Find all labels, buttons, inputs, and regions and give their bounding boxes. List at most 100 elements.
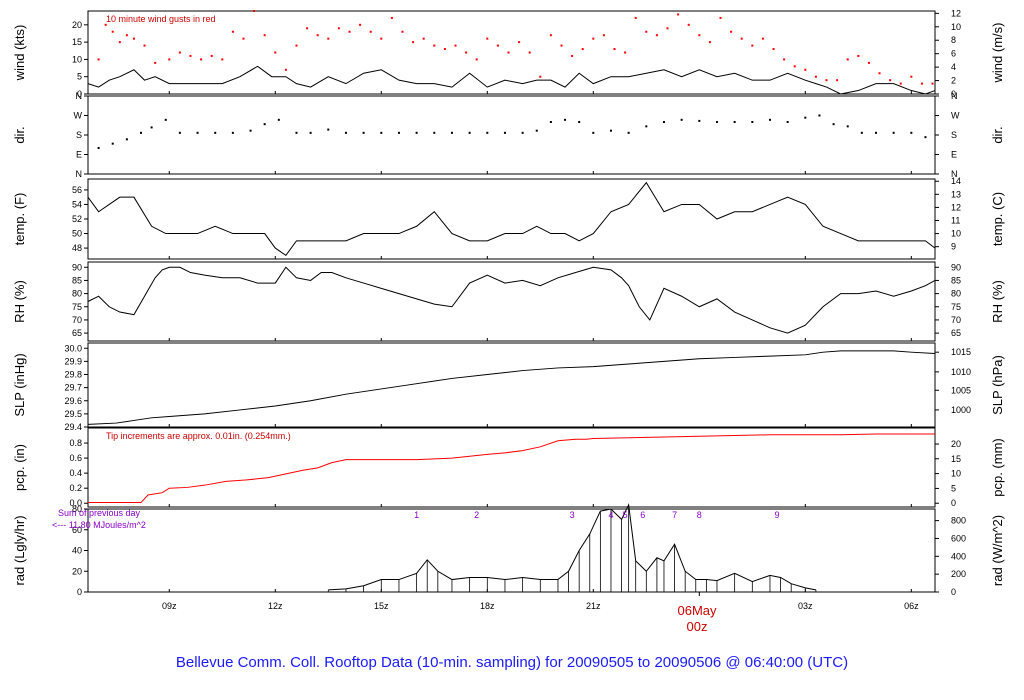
gust-point xyxy=(132,37,135,40)
ylabel-left-dir: dir. xyxy=(12,126,27,143)
ytick-label-right-pcp: 15 xyxy=(951,454,961,464)
gust-point xyxy=(154,61,157,64)
data-point-dir xyxy=(178,131,181,134)
data-point-dir xyxy=(818,114,821,117)
chart-title: Bellevue Comm. Coll. Rooftop Data (10-mi… xyxy=(176,654,848,671)
panel-temp: temp. (F) temp. (C) 48 50 52 54 56 9 10 11 12 13 14 xyxy=(12,176,1005,260)
data-point-dir xyxy=(715,121,718,123)
data-point-dir xyxy=(231,131,234,134)
gust-point xyxy=(602,34,605,37)
data-point-dir xyxy=(609,129,612,132)
gust-point xyxy=(475,58,478,61)
ytick-label-left-rh: 90 xyxy=(72,262,82,272)
ylabel-right-pcp: pcp. (mm) xyxy=(990,438,1005,497)
data-point-dir xyxy=(892,131,895,134)
ytick-label-left-dir: S xyxy=(76,130,82,140)
data-point-dir xyxy=(846,125,849,128)
gust-point xyxy=(507,51,510,54)
gust-point xyxy=(125,34,128,37)
data-point-dir xyxy=(645,125,648,128)
gust-point xyxy=(740,37,743,40)
data-point-dir xyxy=(662,121,665,123)
marker-label: 1 xyxy=(414,510,419,520)
data-point-dir xyxy=(415,131,418,134)
data-point-dir xyxy=(277,118,280,121)
marker-label: 6 xyxy=(640,510,645,520)
data-point-dir xyxy=(164,118,167,121)
series-line-temp xyxy=(87,181,936,257)
panel-frame-rh xyxy=(87,261,936,342)
ytick-label-left-dir: E xyxy=(76,150,82,160)
xtick-label: 12z xyxy=(268,601,283,611)
series-line-wind xyxy=(87,65,936,95)
gust-point xyxy=(761,37,764,40)
ytick-label-left-temp: 52 xyxy=(72,214,82,224)
ytick-label-right-slp: 1015 xyxy=(951,347,971,357)
ytick-label-left-temp: 50 xyxy=(72,229,82,239)
ytick-label-right-wind: 8 xyxy=(951,35,956,45)
ytick-label-left-rad: 60 xyxy=(72,525,82,535)
gust-point xyxy=(412,41,415,44)
series-line-slp xyxy=(87,350,936,425)
ytick-label-right-slp: 1005 xyxy=(951,385,971,395)
panel-frame-slp xyxy=(87,342,936,428)
ytick-label-right-dir: N xyxy=(951,91,958,101)
gust-point xyxy=(899,82,902,85)
ytick-label-right-pcp: 10 xyxy=(951,469,961,479)
ytick-label-right-slp: 1000 xyxy=(951,405,971,415)
ytick-label-left-slp: 29.9 xyxy=(64,356,82,366)
gust-point xyxy=(677,13,680,16)
gust-point xyxy=(210,54,213,57)
series-line-rh xyxy=(87,266,936,334)
ytick-label-right-slp: 1010 xyxy=(951,367,971,377)
ytick-label-right-dir: E xyxy=(951,150,957,160)
gust-point xyxy=(560,44,563,47)
ytick-label-left-rh: 75 xyxy=(72,302,82,312)
ytick-label-left-pcp: 0.6 xyxy=(69,453,82,463)
data-point-dir xyxy=(433,131,436,134)
panel-frame-temp xyxy=(87,178,936,260)
ytick-label-left-slp: 29.7 xyxy=(64,383,82,393)
gust-point xyxy=(168,58,171,61)
gust-point xyxy=(97,58,100,61)
data-point-dir xyxy=(140,131,143,134)
data-point-dir xyxy=(521,131,524,134)
gust-point xyxy=(783,58,786,61)
data-point-dir xyxy=(150,126,153,129)
data-point-dir xyxy=(733,121,736,123)
ytick-label-left-rh: 80 xyxy=(72,289,82,299)
ylabel-right-rad: rad (W/m^2) xyxy=(990,515,1005,586)
gust-point xyxy=(518,41,521,44)
ytick-label-right-wind: 2 xyxy=(951,76,956,86)
ytick-label-right-dir: N xyxy=(951,169,958,179)
gust-point xyxy=(836,79,839,82)
gust-point xyxy=(825,79,828,82)
gust-point xyxy=(931,82,934,85)
gust-point xyxy=(613,48,616,51)
data-point-dir xyxy=(768,118,771,121)
ytick-label-right-wind: 12 xyxy=(951,8,961,18)
gust-point xyxy=(104,23,107,26)
xtick-label: 09z xyxy=(162,601,177,611)
gust-point xyxy=(433,44,436,47)
marker-label: 5 xyxy=(623,510,628,520)
ytick-label-right-rad: 200 xyxy=(951,569,966,579)
ytick-label-left-rh: 85 xyxy=(72,275,82,285)
ytick-label-left-rh: 70 xyxy=(72,315,82,325)
ylabel-right-rh: RH (%) xyxy=(990,280,1005,323)
ytick-label-left-temp: 48 xyxy=(72,243,82,253)
gust-point xyxy=(645,30,648,33)
gust-point xyxy=(337,27,340,30)
ytick-label-right-dir: W xyxy=(951,111,960,121)
gust-point xyxy=(698,34,701,37)
ytick-label-left-pcp: 0.4 xyxy=(69,468,82,478)
date-marker-date: 06May xyxy=(677,603,717,618)
gust-point xyxy=(111,30,114,33)
data-point-dir xyxy=(910,131,913,134)
ytick-label-right-rad: 400 xyxy=(951,551,966,561)
gust-point xyxy=(422,37,425,40)
ytick-label-right-rh: 70 xyxy=(951,315,961,325)
data-point-dir xyxy=(578,121,581,123)
gust-point xyxy=(369,30,372,33)
